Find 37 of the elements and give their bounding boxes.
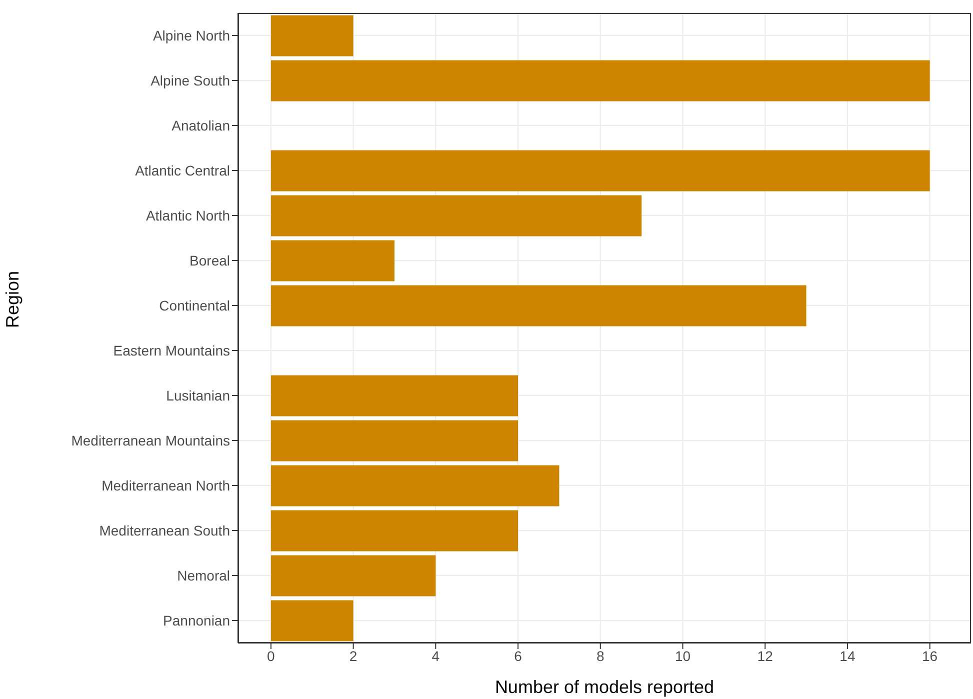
y-tick-label: Mediterranean Mountains bbox=[71, 432, 230, 448]
y-tick-label: Boreal bbox=[190, 252, 230, 268]
bar bbox=[270, 60, 930, 102]
bar bbox=[270, 375, 518, 416]
y-axis-title: Region bbox=[2, 270, 22, 328]
y-tick-label: Eastern Mountains bbox=[113, 342, 230, 358]
y-tick-label: Atlantic Central bbox=[135, 162, 230, 178]
bar bbox=[270, 240, 394, 282]
x-tick-label: 4 bbox=[432, 648, 440, 664]
bar bbox=[270, 195, 642, 236]
y-tick-label: Anatolian bbox=[172, 117, 230, 134]
y-tick-label: Nemoral bbox=[177, 567, 230, 584]
bar bbox=[270, 285, 806, 326]
x-tick-label: 12 bbox=[757, 648, 774, 664]
x-tick-label: 6 bbox=[514, 648, 522, 664]
bar bbox=[270, 555, 436, 596]
x-tick-label: 8 bbox=[596, 648, 604, 664]
y-tick-label: Continental bbox=[159, 297, 230, 314]
y-tick-label: Alpine North bbox=[152, 27, 230, 44]
bar bbox=[270, 420, 518, 462]
y-tick-label: Mediterranean North bbox=[102, 477, 230, 494]
bar bbox=[270, 15, 354, 56]
bar bbox=[270, 150, 930, 192]
y-tick-label: Lusitanian bbox=[166, 387, 230, 404]
x-axis-title: Number of models reported bbox=[494, 677, 714, 697]
y-tick-label: Mediterranean South bbox=[99, 522, 230, 538]
bar bbox=[270, 510, 518, 552]
y-tick-label: Alpine South bbox=[150, 72, 230, 88]
x-tick-label: 10 bbox=[674, 648, 691, 664]
x-tick-label: 0 bbox=[267, 648, 276, 664]
bar bbox=[270, 465, 560, 506]
y-tick-label: Atlantic North bbox=[146, 207, 230, 224]
x-tick-label: 14 bbox=[840, 648, 856, 664]
y-tick-label: Pannonian bbox=[163, 612, 230, 628]
x-tick-label: 16 bbox=[922, 648, 938, 664]
bar bbox=[270, 600, 354, 642]
x-tick-label: 2 bbox=[349, 648, 358, 664]
